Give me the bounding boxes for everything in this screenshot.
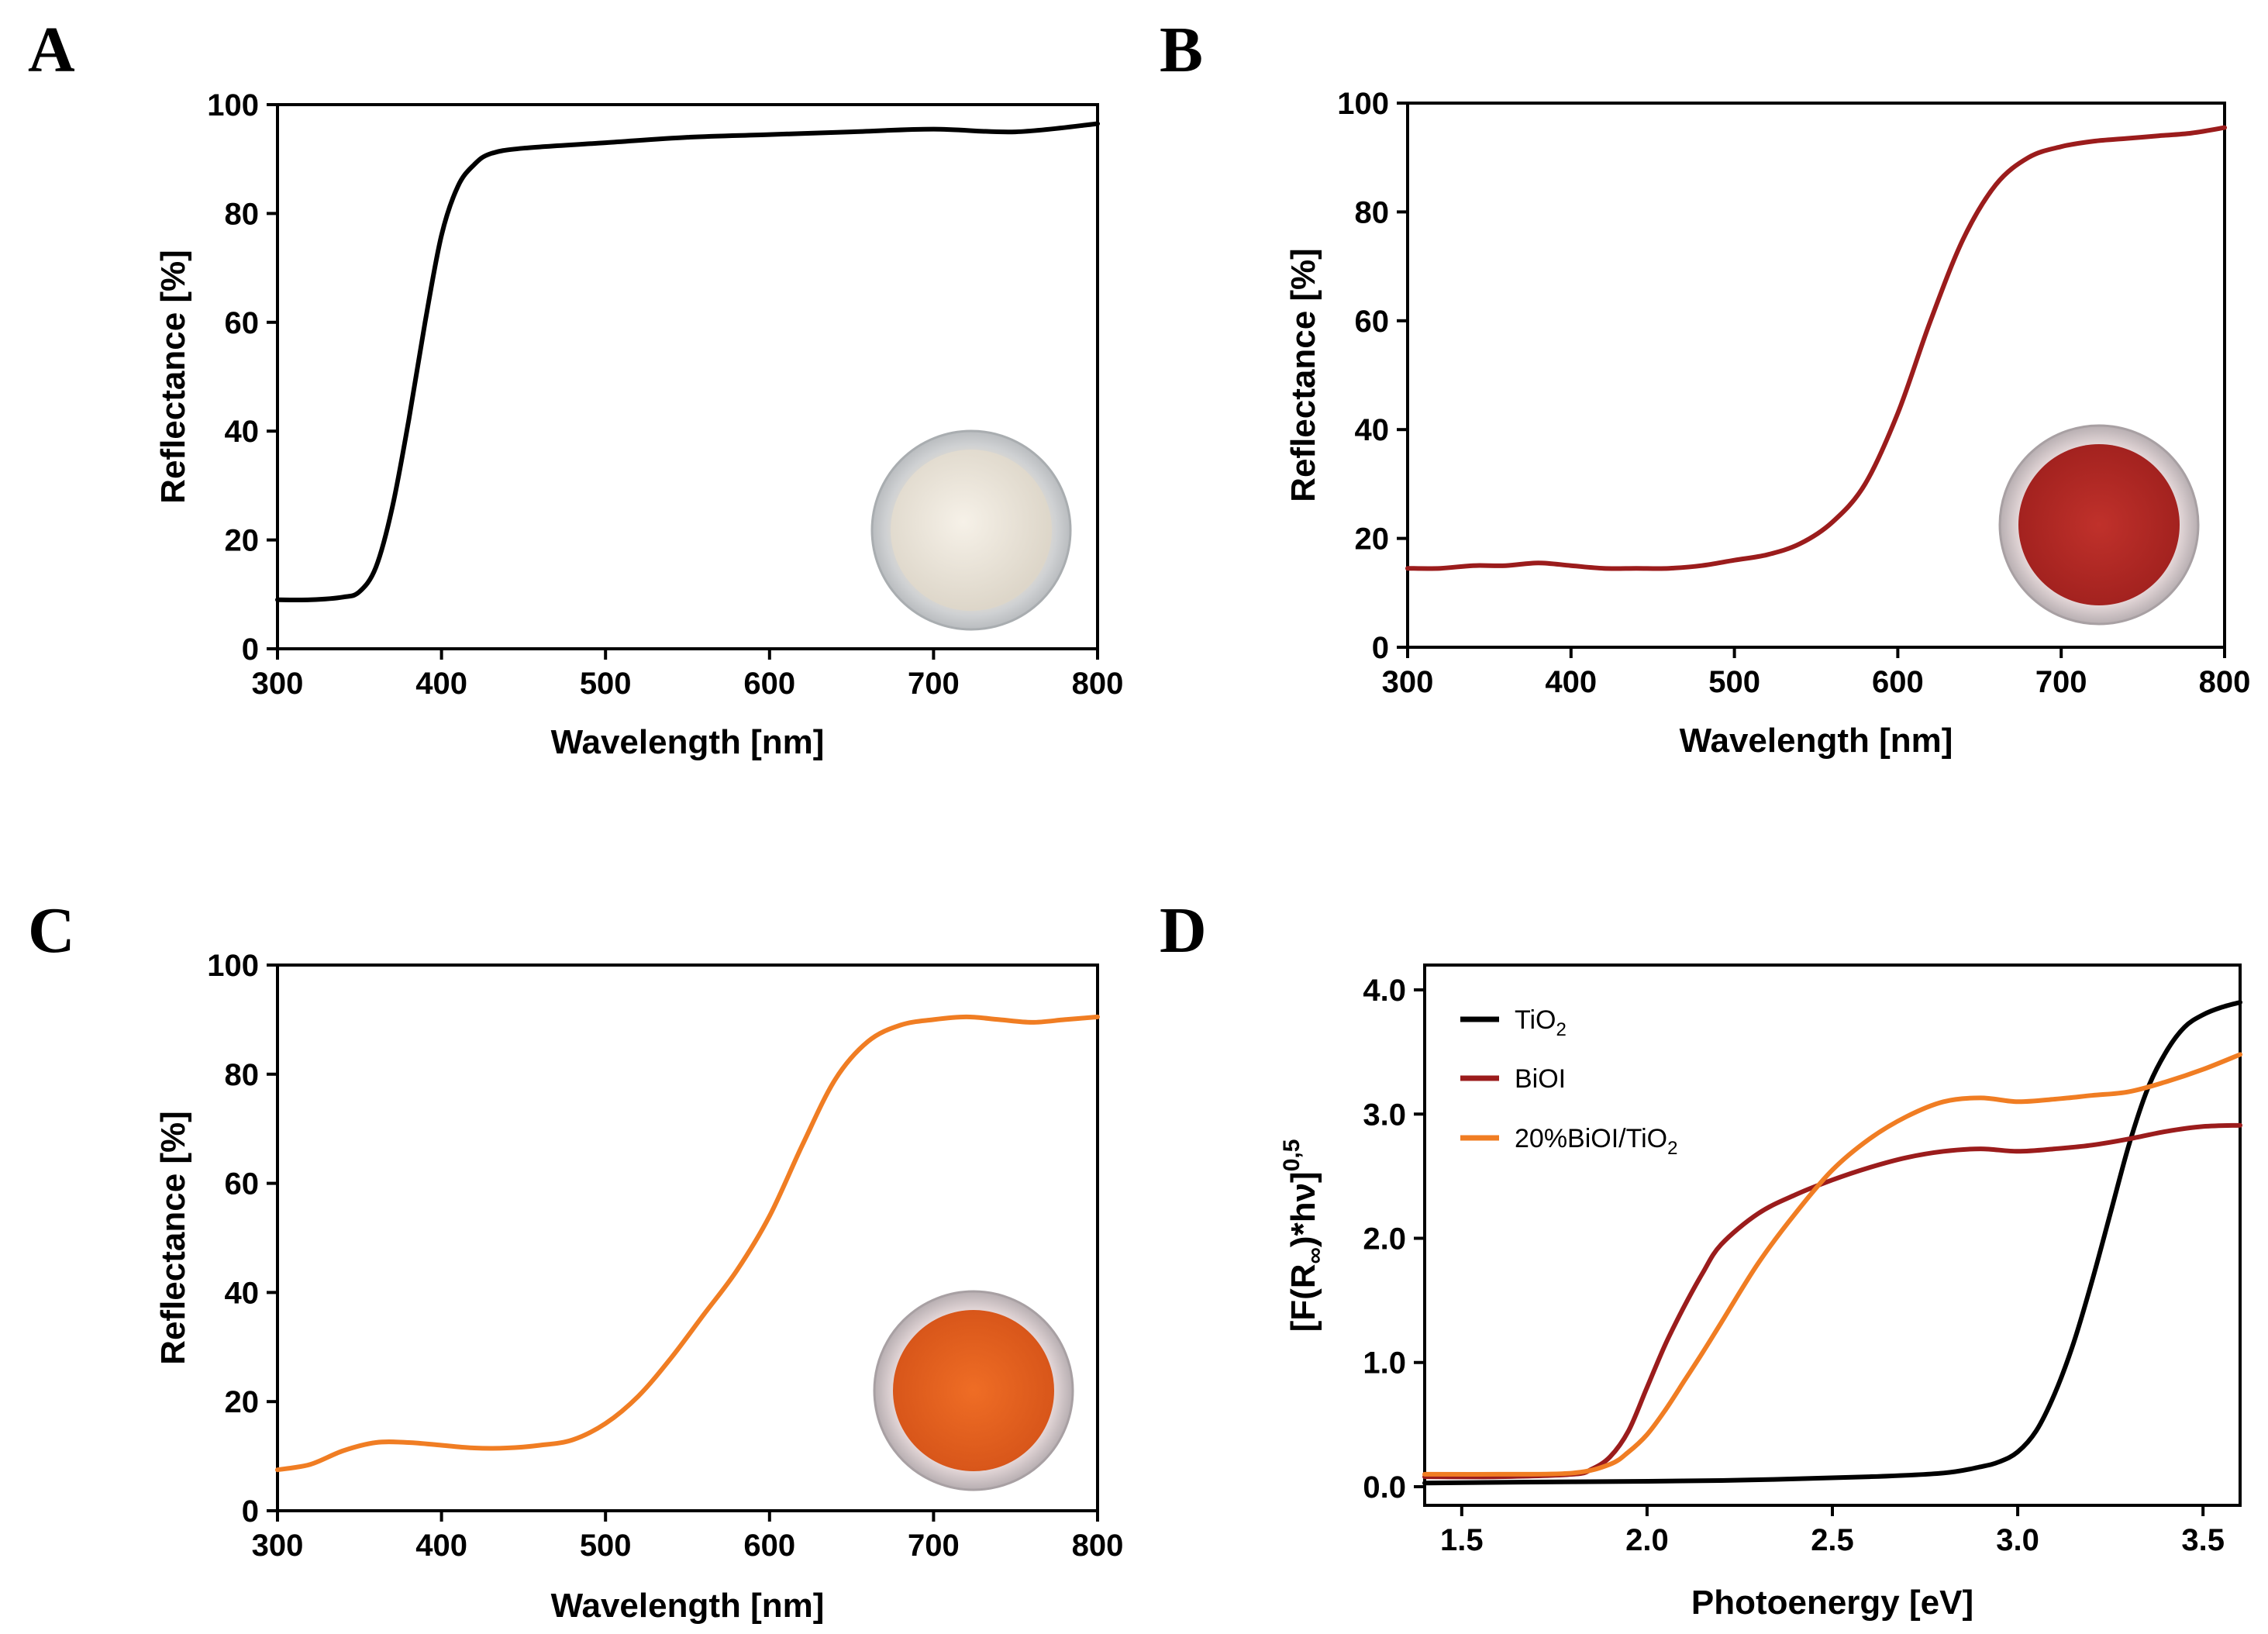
y-tick-label-b-2: 40 [1355,413,1390,447]
y-axis-label-d: [F(R∞)*hν]0,5 [1279,1139,1328,1332]
legend-item-composite: 20%BiOI/TiO2 [1460,1124,1678,1159]
series-b [1405,125,2227,571]
x-tick-label-d-4: 3.5 [2181,1523,2225,1557]
y-tick-label-c-5: 100 [207,949,259,983]
series-line-d-2 [1422,1052,2242,1477]
y-tick-label-d-3: 3.0 [1363,1098,1406,1132]
sample-powder-b [2018,444,2180,605]
x-tick-label-c-5: 800 [1072,1529,1124,1563]
y-tick-label-b-0: 0 [1372,631,1389,665]
y-tick-label-c-0: 0 [242,1494,259,1529]
y-tick-label-c-4: 80 [225,1058,260,1092]
panel-a: A 300 400 500 600 700 800 0 20 40 60 80 100 Wavelen… [28,14,1123,761]
y-tick-label-c-1: 20 [225,1385,260,1419]
y-tick-label-c-3: 60 [225,1167,260,1201]
series-line-b-0 [1405,125,2227,571]
x-tick-label-b-3: 600 [1872,665,1924,699]
x-tick-label-c-1: 400 [415,1529,467,1563]
plot-frame-a [276,103,1099,650]
x-tick-label-a-4: 700 [908,667,960,701]
series-line-a-0 [275,121,1100,603]
panel-letter-c: C [28,895,75,967]
panel-b: B 300 400 500 600 700 800 0 20 40 60 80 100 Wavelen… [1160,14,2250,760]
y-tick-label-a-3: 60 [225,306,260,340]
x-tick-label-d-3: 3.0 [1996,1523,2039,1557]
y-tick-label-b-1: 20 [1355,522,1390,557]
series-d [1422,1000,2242,1486]
legend-label-bioi: BiOI [1515,1064,1566,1094]
legend-d: TiO2 BiOI 20%BiOI/TiO2 [1460,1005,1678,1159]
x-tick-label-b-1: 400 [1545,665,1597,699]
y-axis-label-c: Reflectance [%] [154,1111,192,1365]
series-line-d-0 [1422,1000,2242,1486]
y-tick-label-c-2: 40 [225,1276,260,1310]
legend-label-tio2: TiO2 [1515,1005,1567,1040]
axis-ticks-c: 300 400 500 600 700 800 0 20 40 60 80 100 [207,949,1123,1563]
sample-powder-c [893,1310,1054,1471]
sample-photo-c [873,1290,1074,1491]
plot-frame-d [1423,964,2242,1507]
series-a [275,121,1100,603]
x-axis-label-a: Wavelength [nm] [551,723,825,761]
plot-frame-c [276,964,1099,1512]
x-tick-label-a-3: 600 [743,667,795,701]
x-tick-label-a-2: 500 [580,667,632,701]
sample-photo-b [1998,424,2200,626]
legend-item-tio2: TiO2 [1460,1005,1567,1040]
x-tick-label-c-4: 700 [908,1529,960,1563]
x-tick-label-c-2: 500 [580,1529,632,1563]
x-tick-label-a-1: 400 [415,667,467,701]
y-axis-label-b: Reflectance [%] [1284,248,1322,502]
y-axis-label-a: Reflectance [%] [154,250,192,504]
panel-letter-d: D [1160,895,1207,967]
x-tick-label-c-0: 300 [252,1529,304,1563]
x-tick-label-d-0: 1.5 [1440,1523,1484,1557]
y-tick-label-d-0: 0.0 [1363,1470,1406,1505]
y-tick-label-a-4: 80 [225,197,260,231]
panel-letter-a: A [28,14,75,86]
y-tick-label-d-1: 1.0 [1363,1346,1406,1381]
panel-letter-b: B [1160,14,1203,86]
sample-powder-a [891,450,1052,611]
panel-c: C 300 400 500 600 700 800 0 20 40 60 80 100 Wavelen… [28,895,1123,1625]
x-tick-label-b-5: 800 [2199,665,2251,699]
panel-d: D 1.5 2.0 2.5 3.0 3.5 0.0 1.0 2.0 3.0 4.0 TiO2 Bi… [1160,895,2242,1622]
y-tick-label-b-5: 100 [1337,87,1389,121]
x-tick-label-b-0: 300 [1382,665,1434,699]
x-tick-label-b-4: 700 [2035,665,2087,699]
y-tick-label-b-3: 60 [1355,305,1390,339]
plot-frame-b [1406,102,2226,649]
y-tick-label-a-0: 0 [242,633,259,667]
axis-ticks-a: 300 400 500 600 700 800 0 20 40 60 80 100 [207,88,1123,701]
x-tick-label-a-0: 300 [252,667,304,701]
y-tick-label-a-2: 40 [225,415,260,449]
y-tick-label-a-5: 100 [207,88,259,122]
y-tick-label-d-2: 2.0 [1363,1222,1406,1257]
x-tick-label-d-2: 2.5 [1811,1523,1854,1557]
series-c [275,1014,1100,1473]
y-tick-label-a-1: 20 [225,524,260,558]
x-tick-label-c-3: 600 [743,1529,795,1563]
y-tick-label-d-4: 4.0 [1363,974,1406,1008]
series-line-c-0 [275,1014,1100,1473]
axis-ticks-d: 1.5 2.0 2.5 3.0 3.5 0.0 1.0 2.0 3.0 4.0 [1363,974,2225,1557]
x-tick-label-d-1: 2.0 [1625,1523,1669,1557]
legend-label-composite: 20%BiOI/TiO2 [1515,1124,1678,1159]
series-line-d-1 [1422,1122,2242,1480]
legend-item-bioi: BiOI [1460,1064,1566,1094]
x-axis-label-d: Photoenergy [eV] [1691,1584,1973,1622]
y-tick-label-b-4: 80 [1355,195,1390,229]
x-tick-label-b-2: 500 [1708,665,1760,699]
x-axis-label-c: Wavelength [nm] [551,1587,825,1625]
axis-ticks-b: 300 400 500 600 700 800 0 20 40 60 80 100 [1337,87,2250,699]
x-axis-label-b: Wavelength [nm] [1680,722,1953,760]
x-tick-label-a-5: 800 [1072,667,1124,701]
sample-photo-a [870,429,1072,631]
